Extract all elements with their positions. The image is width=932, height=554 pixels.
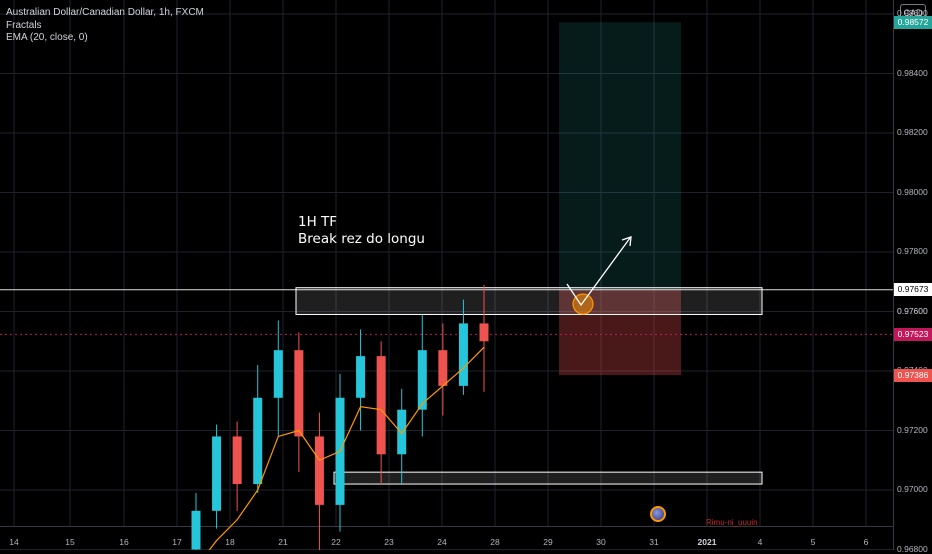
time-tick-label: 4 [757, 537, 763, 547]
time-tick-label: 23 [384, 537, 394, 547]
trade-arrow [566, 237, 631, 307]
price-label-target: 0.98572 [894, 15, 932, 29]
time-tick-label: 16 [119, 537, 129, 547]
time-tick-label: 15 [65, 537, 75, 547]
time-tick-label: 17 [172, 537, 182, 547]
annotation-line-1: 1H TF [298, 214, 338, 230]
price-tick-label: 0.97600 [897, 305, 928, 316]
candle-body [438, 350, 448, 386]
candle-body [232, 436, 242, 485]
time-tick-label: 18 [225, 537, 235, 547]
price-tick-label: 0.98600 [897, 8, 928, 18]
symbol-title[interactable]: Australian Dollar/Canadian Dollar, 1h, F… [6, 7, 204, 18]
candle-body [376, 356, 386, 455]
price-tick-label: 0.98200 [897, 127, 928, 137]
time-tick-label: 30 [596, 537, 606, 547]
price-tick-label: 0.98400 [897, 67, 928, 78]
price-axis[interactable] [893, 0, 932, 550]
price-label-entry: 0.97673 [894, 283, 932, 297]
time-tick-label: 29 [543, 537, 553, 547]
candle-body [294, 350, 304, 437]
breakout-marker [572, 293, 594, 315]
position-target-zone [559, 22, 681, 290]
price-tick-label: 0.97000 [897, 484, 928, 494]
candle-body [417, 350, 427, 410]
indicator-fractals[interactable]: Fractals [6, 19, 42, 31]
price-tick-label: 0.97200 [897, 424, 928, 435]
time-tick-label: 22 [331, 537, 341, 547]
candle-body [191, 510, 201, 550]
candle-body [479, 323, 489, 342]
indicator-ema[interactable]: EMA (20, close, 0) [6, 32, 88, 43]
event-icon[interactable] [650, 506, 666, 522]
chart-legend: Australian Dollar/Canadian Dollar, 1h, F… [6, 7, 204, 45]
time-tick-label: 28 [490, 537, 500, 547]
price-tick-label: 0.96800 [897, 543, 928, 554]
price-tick-label: 0.97800 [897, 246, 928, 256]
time-tick-label: 24 [437, 537, 447, 547]
annotation-line-2: Break rez do longu [298, 231, 425, 247]
candle-body [212, 436, 222, 511]
candle-body [314, 436, 324, 505]
trade-arrow-head [621, 236, 632, 247]
time-tick-label: 14 [9, 537, 19, 547]
candle-body [397, 409, 407, 455]
ema-line [208, 346, 485, 550]
price-tick-label: 0.98000 [897, 186, 928, 197]
candle-body [356, 356, 366, 398]
candle-body [458, 323, 468, 386]
time-tick-label: 5 [810, 537, 816, 547]
watermark: Rimu-ni_uuuin [706, 518, 758, 527]
time-tick-label: 21 [278, 537, 288, 547]
time-tick-label: 2021 [697, 537, 717, 547]
candle-body [253, 397, 263, 485]
candle-body [273, 350, 283, 398]
time-tick-label: 31 [649, 537, 659, 547]
time-tick-label: 6 [863, 537, 869, 547]
chart-annotation[interactable]: 1H TF Break rez do longu [298, 214, 425, 248]
price-label-stop: 0.97386 [894, 368, 932, 382]
resistance-zone [295, 287, 763, 315]
price-label-last: 0.97523 [894, 327, 932, 341]
support-zone [333, 471, 763, 485]
price-label-tick: 0.97600 [897, 305, 928, 316]
